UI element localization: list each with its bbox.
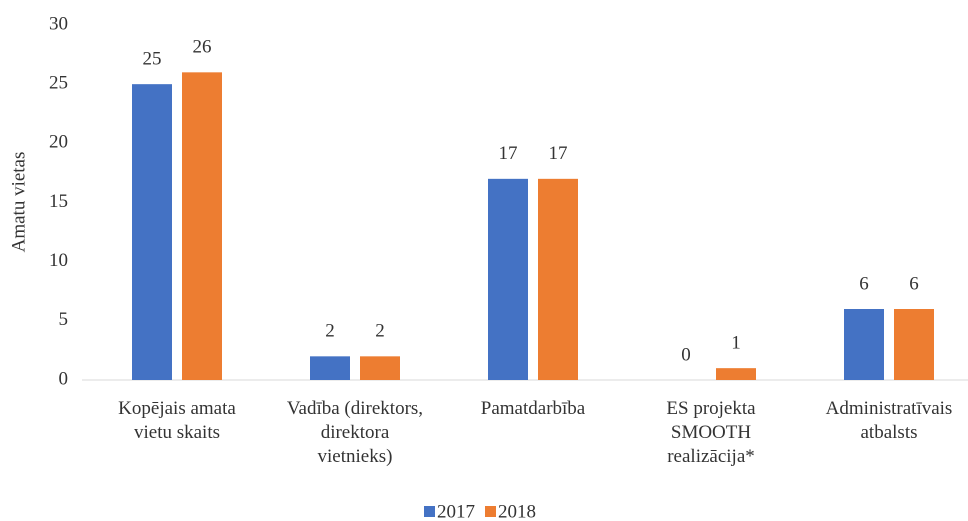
x-tick-label: Pamatdarbība (481, 398, 586, 419)
x-tick-label: Kopējais amata vietu skaits (118, 398, 236, 443)
bar (360, 356, 400, 380)
data-label: 2 (325, 321, 335, 342)
data-label: 26 (193, 37, 212, 58)
x-tick-label: ES projekta SMOOTH realizācija* (666, 398, 756, 467)
y-tick-label: 15 (49, 191, 68, 212)
data-label: 25 (143, 49, 162, 70)
data-label: 2 (375, 321, 385, 342)
y-tick-label: 25 (49, 73, 68, 94)
legend-swatch (485, 506, 496, 517)
data-label: 6 (909, 273, 919, 294)
bar (894, 309, 934, 380)
legend-label: 2018 (498, 501, 536, 521)
bar (310, 356, 350, 380)
y-tick-label: 20 (49, 132, 68, 153)
bar (538, 178, 578, 380)
x-tick-label: Vadība (direktors, direktora vietnieks) (287, 398, 423, 467)
data-label: 6 (859, 273, 869, 294)
legend-swatch (424, 506, 435, 517)
x-tick-label: Administratīvais atbalsts (826, 398, 953, 443)
bar (132, 84, 172, 381)
y-tick-label: 0 (59, 368, 69, 389)
data-label: 17 (549, 143, 568, 164)
bar (182, 72, 222, 380)
data-label: 0 (681, 344, 691, 365)
data-label: 17 (499, 143, 518, 164)
bar (488, 178, 528, 380)
y-axis-label: Amatu vietas (8, 152, 29, 253)
data-label: 1 (731, 333, 741, 354)
legend-label: 2017 (437, 501, 475, 521)
y-tick-label: 10 (49, 250, 68, 271)
bar (844, 309, 884, 380)
y-tick-label: 30 (49, 13, 68, 34)
y-tick-label: 5 (59, 309, 69, 330)
bar (716, 368, 756, 380)
